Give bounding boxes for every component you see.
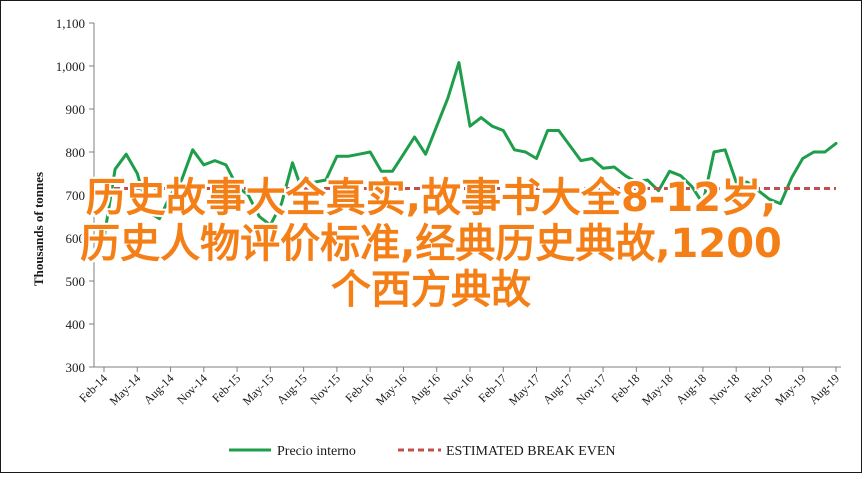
y-axis-label: Thousands of tonnes — [31, 172, 46, 286]
x-tick-label: Feb-18 — [609, 371, 643, 405]
x-tick-label: May-18 — [639, 371, 676, 408]
x-tick-label: Nov-16 — [440, 371, 476, 407]
y-axis-ticks: 300 400 500 600 700 800 900 1,000 1,100 — [56, 16, 94, 375]
x-tick-label: Feb-17 — [475, 371, 509, 405]
y-tick-label: 1,100 — [56, 16, 85, 31]
chart-axes — [93, 23, 841, 368]
legend-label-break-even: ESTIMATED BREAK EVEN — [446, 444, 616, 459]
x-tick-label: Nov-14 — [174, 371, 210, 407]
x-tick-label: Aug-16 — [407, 371, 443, 407]
x-tick-label: Feb-14 — [76, 371, 110, 405]
y-tick-label: 1,000 — [56, 59, 85, 74]
x-tick-label: Feb-16 — [342, 371, 376, 405]
x-tick-label: Nov-18 — [706, 371, 742, 407]
x-tick-label: May-15 — [240, 371, 277, 408]
legend-label-precio-interno: Precio interno — [277, 444, 356, 459]
y-tick-label: 300 — [66, 360, 86, 375]
y-tick-label: 700 — [66, 188, 86, 203]
x-tick-label: Aug-17 — [540, 371, 576, 407]
legend: Precio interno ESTIMATED BREAK EVEN — [229, 444, 616, 459]
x-tick-label: Aug-19 — [806, 371, 842, 407]
series-layer — [102, 61, 838, 240]
y-tick-label: 800 — [66, 145, 86, 160]
series-line-precio-interno — [102, 61, 838, 240]
x-tick-label: Aug-14 — [141, 371, 177, 407]
x-tick-label: May-17 — [506, 371, 543, 408]
x-tick-label: Feb-15 — [209, 371, 243, 405]
x-tick-label: May-14 — [107, 371, 144, 408]
x-tick-label: Feb-19 — [742, 371, 776, 405]
x-tick-label: Nov-17 — [573, 371, 609, 407]
x-tick-label: Aug-18 — [673, 371, 709, 407]
x-tick-label: May-16 — [373, 371, 410, 408]
y-tick-label: 600 — [66, 231, 86, 246]
y-tick-label: 900 — [66, 102, 86, 117]
x-tick-label: Nov-15 — [307, 371, 343, 407]
y-tick-label: 400 — [66, 317, 86, 332]
x-tick-label: May-19 — [772, 371, 809, 408]
x-tick-label: Aug-15 — [274, 371, 310, 407]
y-tick-label: 500 — [66, 274, 86, 289]
